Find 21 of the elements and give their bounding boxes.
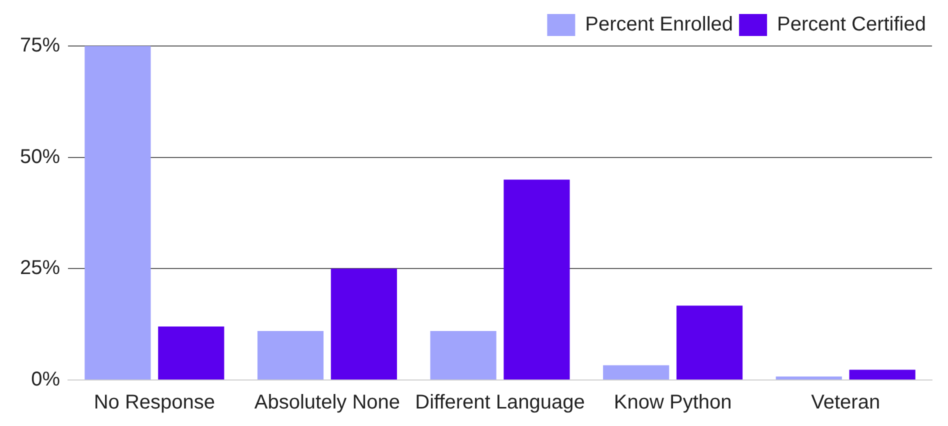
bar <box>330 268 397 380</box>
bar <box>84 46 151 380</box>
bar <box>776 376 842 380</box>
x-tick-label: Know Python <box>614 392 732 414</box>
bar <box>504 180 570 380</box>
bar <box>257 331 324 380</box>
y-tick-label: 75% <box>20 34 60 57</box>
bar <box>676 306 743 380</box>
x-tick-label: No Response <box>94 392 216 414</box>
bar <box>158 326 224 380</box>
x-tick-label: Veteran <box>811 392 880 414</box>
y-tick-label: 0% <box>31 368 60 391</box>
x-tick-label: Absolutely None <box>254 392 400 414</box>
y-tick-label: 25% <box>20 257 60 280</box>
x-tick-label: Different Language <box>415 392 585 414</box>
legend-label: Percent Certified <box>777 14 926 36</box>
bar <box>603 365 670 380</box>
bar <box>430 331 496 380</box>
bar <box>849 370 916 380</box>
y-tick-label: 50% <box>20 146 60 168</box>
legend-label: Percent Enrolled <box>585 14 734 36</box>
